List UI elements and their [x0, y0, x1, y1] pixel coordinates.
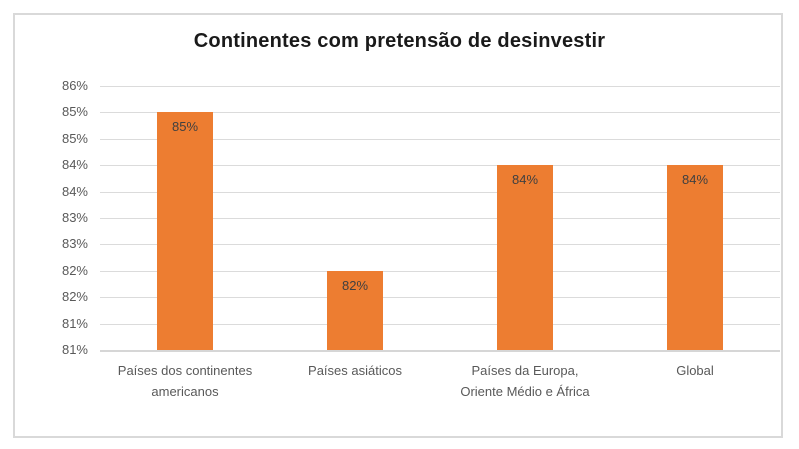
y-axis-tick-label: 82% [61, 289, 88, 305]
bar-data-label: 82% [341, 277, 369, 293]
bar: 84% [667, 165, 723, 350]
y-axis-tick-label: 81% [61, 315, 88, 331]
gridline [100, 138, 780, 140]
x-axis-category-label-line: Países da Europa, [471, 363, 579, 378]
x-axis-category-label: Países dos continentes americanos [85, 360, 285, 402]
x-axis-category-label: Global [595, 360, 795, 381]
y-axis-tick-label: 85% [61, 104, 88, 120]
chart-frame [13, 13, 783, 438]
x-axis-line [100, 350, 780, 352]
y-axis-tick-label: 83% [61, 210, 88, 225]
y-axis-tick-label: 84% [61, 157, 88, 173]
y-axis-tick-label: 84% [61, 183, 88, 199]
bar: 82% [327, 270, 383, 350]
x-axis-category-label-line: Países dos continentes [117, 363, 253, 378]
y-axis-tick-label: 86% [61, 78, 88, 93]
y-axis-tick-label: 85% [61, 130, 88, 146]
gridline [100, 165, 780, 167]
x-axis-category-label: Países asiáticos [255, 360, 455, 381]
gridline [100, 218, 780, 219]
gridline [100, 86, 780, 87]
gridline [100, 297, 780, 299]
x-axis-category-label: Países da Europa, Oriente Médio e África [425, 360, 625, 402]
bar-data-label: 84% [511, 172, 539, 188]
gridline [100, 244, 780, 246]
gridline [100, 323, 780, 325]
x-axis-category-label-line: Global [676, 363, 714, 378]
gridline [100, 191, 780, 193]
y-axis-tick-label: 83% [61, 236, 88, 252]
gridline [100, 270, 780, 272]
x-axis-category-label-line: Países asiáticos [308, 363, 402, 378]
gridline [100, 112, 780, 114]
bar: 84% [497, 165, 553, 350]
x-axis-category-label-line: Oriente Médio e África [460, 384, 590, 399]
bar: 85% [157, 112, 213, 350]
y-axis-tick-label: 81% [61, 342, 88, 357]
x-axis-category-label-line: americanos [151, 384, 219, 399]
chart-title: Continentes com pretensão de desinvestir [193, 30, 606, 52]
bar-data-label: 85% [171, 119, 199, 135]
y-axis-tick-label: 82% [61, 262, 88, 278]
bar-data-label: 84% [681, 172, 709, 188]
